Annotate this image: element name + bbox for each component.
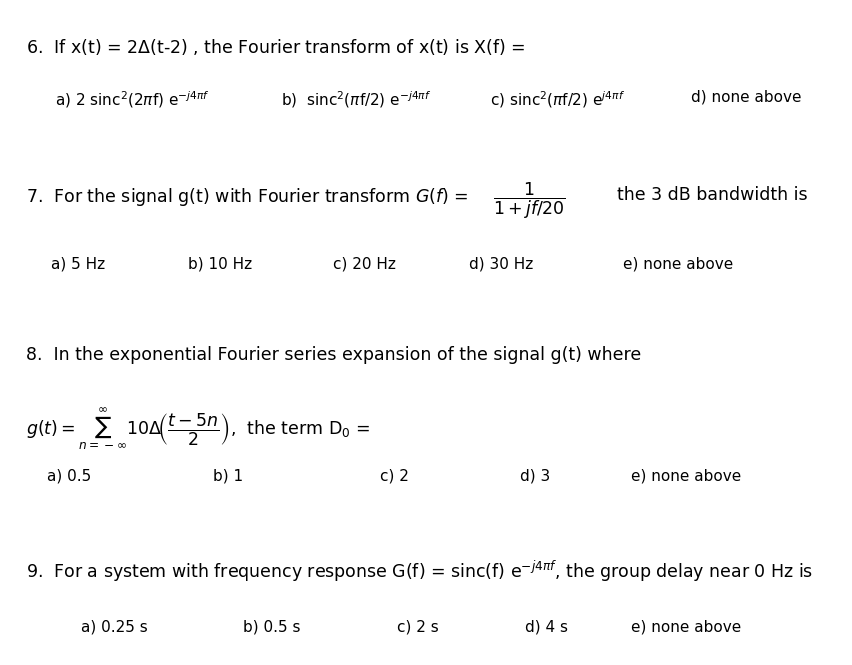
Text: d) 3: d) 3 [520,469,550,484]
Text: c) 20 Hz: c) 20 Hz [332,256,395,271]
Text: $g(t) = \sum_{n=-\infty}^{\infty} 10\Delta\!\left(\dfrac{t-5n}{2}\right)$,  the : $g(t) = \sum_{n=-\infty}^{\infty} 10\Del… [26,406,369,452]
Text: 9.  For a system with frequency response G(f) = sinc(f) e$^{-j4\pi f}$, the grou: 9. For a system with frequency response … [26,559,812,584]
Text: the 3 dB bandwidth is: the 3 dB bandwidth is [605,186,806,204]
Text: d) 30 Hz: d) 30 Hz [469,256,532,271]
Text: d) 4 s: d) 4 s [524,620,567,635]
Text: a) 5 Hz: a) 5 Hz [51,256,105,271]
Text: b) 1: b) 1 [213,469,243,484]
Text: b) 0.5 s: b) 0.5 s [243,620,300,635]
Text: 7.  For the signal g(t) with Fourier transform $\mathit{G}$($\mathit{f}$) =: 7. For the signal g(t) with Fourier tran… [26,186,468,208]
Text: c) sinc$^2$($\pi$f/2) e$^{j4\pi f}$: c) sinc$^2$($\pi$f/2) e$^{j4\pi f}$ [490,90,625,110]
Text: a) 2 sinc$^2$(2$\pi$f) e$^{-j4\pi f}$: a) 2 sinc$^2$(2$\pi$f) e$^{-j4\pi f}$ [55,90,210,110]
Text: c) 2: c) 2 [379,469,408,484]
Text: 6.  If x(t) = 2$\Delta$(t-2) , the Fourier transform of x(t) is X(f) =: 6. If x(t) = 2$\Delta$(t-2) , the Fourie… [26,37,525,57]
Text: e) none above: e) none above [630,620,740,635]
Text: d) none above: d) none above [690,90,801,105]
Text: e) none above: e) none above [622,256,732,271]
Text: b)  sinc$^2$($\pi$f/2) e$^{-j4\pi f}$: b) sinc$^2$($\pi$f/2) e$^{-j4\pi f}$ [281,90,431,110]
Text: $\dfrac{1}{1+jf/20}$: $\dfrac{1}{1+jf/20}$ [492,181,565,221]
Text: a) 0.25 s: a) 0.25 s [81,620,147,635]
Text: a) 0.5: a) 0.5 [47,469,91,484]
Text: b) 10 Hz: b) 10 Hz [187,256,251,271]
Text: 8.  In the exponential Fourier series expansion of the signal g(t) where: 8. In the exponential Fourier series exp… [26,346,640,364]
Text: c) 2 s: c) 2 s [396,620,438,635]
Text: e) none above: e) none above [630,469,740,484]
